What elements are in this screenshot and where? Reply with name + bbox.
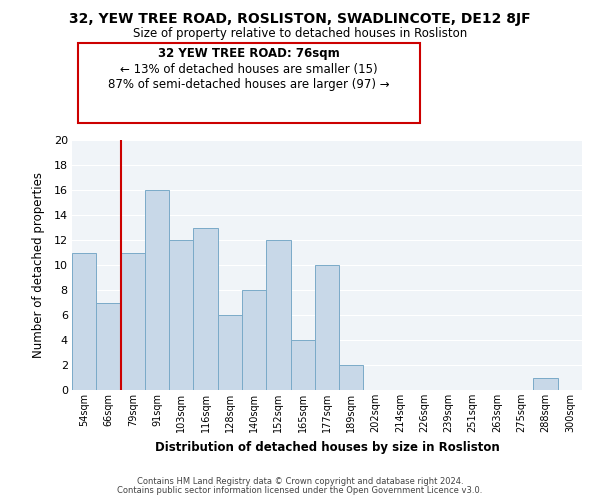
Text: 87% of semi-detached houses are larger (97) →: 87% of semi-detached houses are larger (… [108,78,390,92]
Bar [96,302,121,390]
Bar [121,252,145,390]
Bar [169,240,193,390]
Text: Size of property relative to detached houses in Rosliston: Size of property relative to detached ho… [133,28,467,40]
Bar [315,265,339,390]
Text: 32 YEW TREE ROAD: 76sqm: 32 YEW TREE ROAD: 76sqm [158,46,340,60]
Bar [533,378,558,390]
X-axis label: Distribution of detached houses by size in Rosliston: Distribution of detached houses by size … [155,440,499,454]
Text: ← 13% of detached houses are smaller (15): ← 13% of detached houses are smaller (15… [120,62,378,76]
Bar [339,365,364,390]
Bar [145,190,169,390]
Bar [193,228,218,390]
Bar [72,252,96,390]
Bar [290,340,315,390]
Bar [242,290,266,390]
Bar [218,315,242,390]
Text: Contains public sector information licensed under the Open Government Licence v3: Contains public sector information licen… [118,486,482,495]
Text: 32, YEW TREE ROAD, ROSLISTON, SWADLINCOTE, DE12 8JF: 32, YEW TREE ROAD, ROSLISTON, SWADLINCOT… [69,12,531,26]
Y-axis label: Number of detached properties: Number of detached properties [32,172,46,358]
Bar [266,240,290,390]
Text: Contains HM Land Registry data © Crown copyright and database right 2024.: Contains HM Land Registry data © Crown c… [137,477,463,486]
